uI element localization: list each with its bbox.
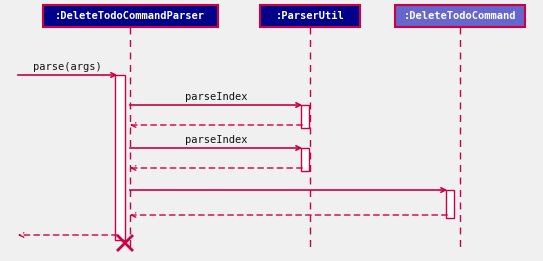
Bar [395,5,525,27]
Bar [301,105,309,128]
Bar [260,5,360,27]
Bar [301,148,309,171]
Text: :DeleteTodoCommand: :DeleteTodoCommand [404,11,516,21]
Text: parseIndex: parseIndex [185,135,247,145]
Text: parse(args): parse(args) [33,62,102,72]
Text: :DeleteTodoCommandParser: :DeleteTodoCommandParser [55,11,205,21]
Bar [446,190,454,218]
Text: :ParserUtil: :ParserUtil [276,11,344,21]
Bar [42,5,218,27]
Text: parseIndex: parseIndex [185,92,247,102]
Bar [115,75,125,240]
